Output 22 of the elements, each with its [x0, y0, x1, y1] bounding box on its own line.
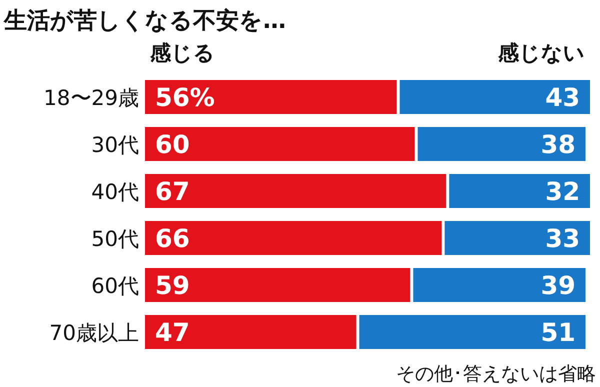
data-label: 59 — [155, 271, 190, 300]
data-label: 39 — [540, 271, 576, 300]
data-label: 56% — [155, 83, 215, 112]
series-label: 感じる — [149, 41, 215, 65]
data-label: 43 — [545, 83, 580, 112]
y-tick-label: 60代 — [91, 274, 139, 298]
y-tick-label: 30代 — [91, 133, 139, 157]
data-label: 38 — [540, 130, 576, 159]
y-tick-label: 50代 — [91, 227, 139, 251]
text: その他･答えないは省略 — [396, 363, 596, 385]
y-tick-label: 18〜29歳 — [44, 86, 139, 110]
data-label: 51 — [540, 318, 576, 347]
data-label: 33 — [545, 224, 580, 253]
y-tick-label: 70歳以上 — [49, 321, 139, 345]
y-tick-label: 40代 — [91, 180, 139, 204]
data-label: 66 — [155, 224, 190, 253]
chart-title: 生活が苦しくなる不安を… — [3, 7, 286, 34]
data-label: 67 — [155, 177, 190, 206]
series-label: 感じない — [497, 41, 585, 65]
data-label: 47 — [155, 318, 190, 347]
data-label: 32 — [545, 177, 580, 206]
data-label: 60 — [155, 130, 190, 159]
